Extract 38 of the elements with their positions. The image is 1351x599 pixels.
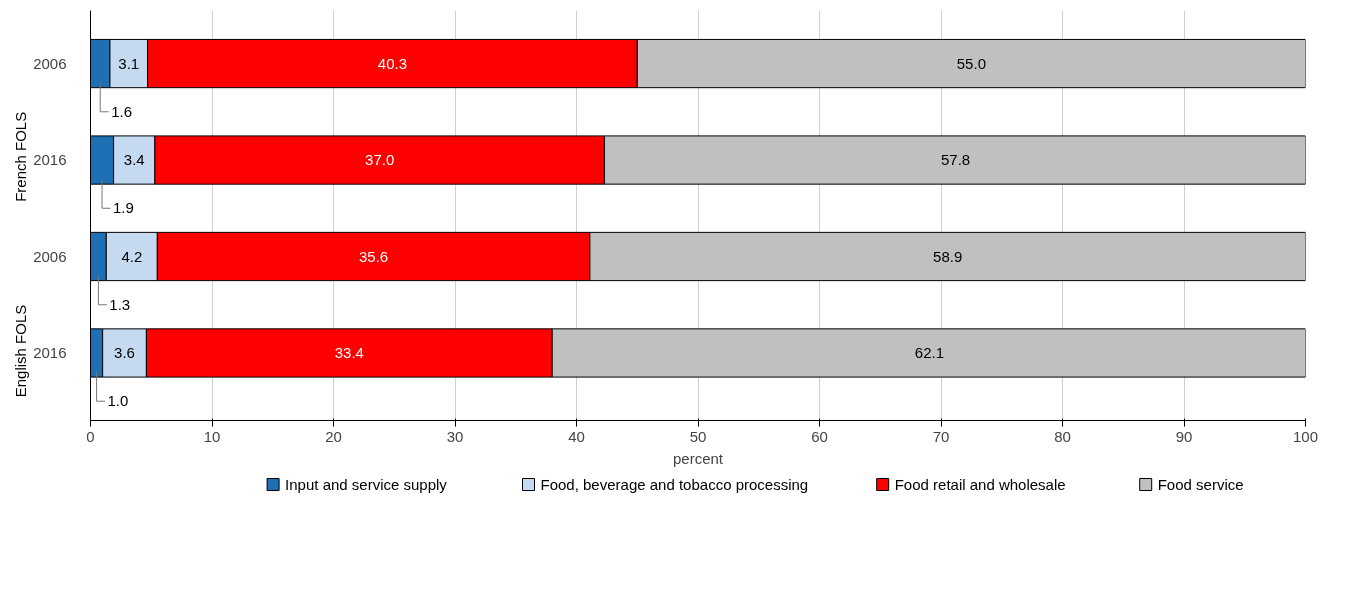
x-tick-label: 80: [1054, 427, 1071, 445]
x-tick-label: 60: [811, 427, 828, 445]
text: French FOLS: [12, 111, 29, 202]
data-label: 1.3: [109, 295, 131, 313]
y-tick-label: 2016: [33, 343, 67, 361]
legend-label: Food service: [1157, 476, 1244, 493]
legend-label: Input and service supply: [285, 476, 448, 493]
data-label: 1.6: [111, 102, 133, 120]
x-tick-label: 10: [203, 427, 221, 445]
x-axis-title: percent: [672, 449, 724, 467]
data-label: 62.1: [914, 343, 945, 361]
data-label: 58.9: [933, 247, 963, 265]
data-label: 3.6: [114, 343, 135, 361]
data-label: 57.8: [940, 151, 971, 169]
x-tick-label: 70: [932, 427, 950, 445]
x-tick-label: 100: [1292, 427, 1319, 445]
data-label: 55.0: [956, 54, 986, 72]
x-tick-label: 90: [1175, 427, 1193, 445]
data-label: 33.4: [334, 343, 364, 361]
data-label: 3.1: [118, 54, 140, 72]
x-tick-label: 40: [568, 427, 585, 445]
legend-label: Food, beverage and tobacco processing: [540, 476, 809, 493]
data-label: 4.2: [121, 247, 143, 265]
data-label: 1.9: [112, 199, 134, 217]
text: English FOLS: [12, 304, 29, 398]
data-label: 37.0: [365, 151, 395, 169]
data-label: 40.3: [377, 54, 408, 72]
data-label: 3.4: [123, 151, 145, 169]
x-tick-label: 20: [325, 427, 342, 445]
y-tick-label: 2016: [33, 151, 67, 169]
y-tick-label: 2006: [33, 247, 67, 265]
data-label: 35.6: [359, 247, 389, 265]
data-label: 1.0: [107, 392, 129, 410]
x-tick-label: 0: [86, 427, 95, 445]
y-tick-label: 2006: [33, 54, 67, 72]
x-tick-label: 50: [689, 427, 707, 445]
legend-label: Food retail and wholesale: [894, 476, 1066, 493]
x-tick-label: 30: [446, 427, 464, 445]
